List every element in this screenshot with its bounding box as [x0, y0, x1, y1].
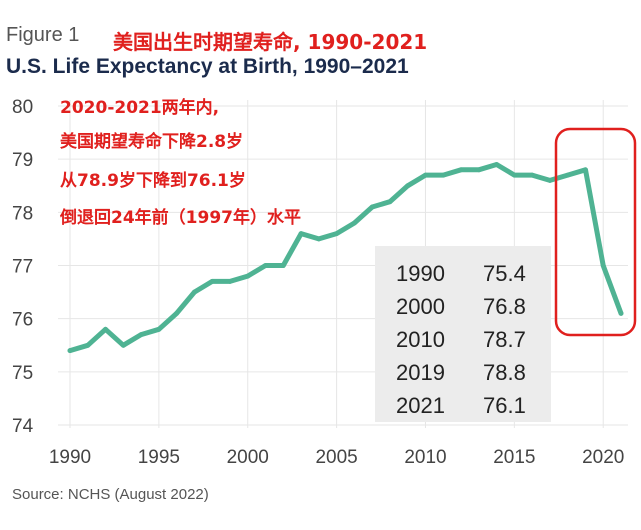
figure-label: Figure 1	[6, 24, 80, 46]
annotation-line-3: 从78.9岁下降到76.1岁	[60, 171, 246, 191]
annotation-line-2: 美国期望寿命下降2.8岁	[60, 132, 244, 152]
data-point	[156, 326, 162, 332]
x-tick-label: 2005	[315, 447, 357, 468]
data-point	[405, 183, 411, 189]
data-point	[423, 172, 428, 178]
x-tick-label: 1990	[49, 447, 91, 468]
y-tick-label: 80	[12, 97, 33, 118]
y-tick-label: 77	[12, 257, 33, 278]
data-point	[280, 263, 286, 268]
table-year: 1990	[396, 261, 445, 286]
data-point	[387, 199, 393, 205]
y-tick-label: 76	[12, 310, 33, 331]
y-tick-label: 79	[12, 150, 33, 171]
data-point	[120, 342, 126, 348]
data-point	[369, 204, 375, 210]
y-tick-label: 75	[12, 363, 33, 384]
data-point	[476, 167, 482, 173]
data-point	[583, 167, 588, 173]
table-value: 78.8	[483, 360, 526, 385]
data-point	[67, 348, 73, 353]
table-year: 2000	[396, 294, 445, 319]
data-point	[263, 263, 268, 268]
data-point	[458, 167, 464, 173]
chart-title: U.S. Life Expectancy at Birth, 1990–2021	[6, 55, 409, 78]
table-value: 78.7	[483, 327, 526, 352]
y-tick-label: 78	[12, 203, 33, 224]
table-value: 76.8	[483, 294, 526, 319]
data-point	[565, 172, 571, 178]
data-point	[174, 310, 180, 316]
x-tick-label: 2000	[227, 447, 269, 468]
chinese-title: 美国出生时期望寿命, 1990-2021	[113, 30, 428, 54]
x-tick-label: 2020	[582, 447, 624, 468]
annotation-line-4: 倒退回24年前（1997年）水平	[60, 208, 301, 228]
table-year: 2021	[396, 393, 445, 418]
source-note: Source: NCHS (August 2022)	[12, 486, 209, 503]
data-point	[547, 178, 553, 183]
data-point	[298, 231, 304, 237]
data-point	[511, 172, 517, 178]
table-value: 75.4	[483, 261, 526, 286]
x-tick-label: 2015	[493, 447, 535, 468]
data-point	[618, 310, 624, 316]
annotation-line-1: 2020-2021两年内,	[60, 98, 220, 118]
life-expectancy-line	[67, 162, 624, 354]
data-point	[494, 162, 499, 167]
data-points	[67, 162, 624, 353]
data-point	[209, 279, 215, 284]
data-point	[103, 326, 108, 332]
x-tick-label: 1995	[138, 447, 180, 468]
data-point	[85, 342, 91, 348]
data-point	[440, 172, 446, 178]
highlight-box	[554, 127, 637, 337]
data-point	[334, 231, 340, 237]
data-table-background	[375, 246, 551, 422]
data-point	[600, 263, 606, 268]
data-point	[227, 279, 233, 284]
table-value: 76.1	[483, 393, 526, 418]
data-point	[138, 332, 144, 338]
data-point	[245, 273, 251, 279]
data-point	[351, 220, 357, 226]
x-tick-label: 2010	[404, 447, 446, 468]
table-year: 2010	[396, 327, 445, 352]
data-point	[192, 289, 197, 295]
data-point	[316, 236, 322, 242]
data-point	[529, 172, 535, 178]
data-table: 1990 75.4 2000 76.8 2010 78.7 2019 78.8 2021 76.1	[396, 261, 526, 418]
axis-ticks: 74 75 76 77 78 79 80 1990 1995 2000 2005 2010 2015 20…	[12, 97, 624, 468]
y-tick-label: 74	[12, 416, 34, 437]
table-year: 2019	[396, 360, 445, 385]
